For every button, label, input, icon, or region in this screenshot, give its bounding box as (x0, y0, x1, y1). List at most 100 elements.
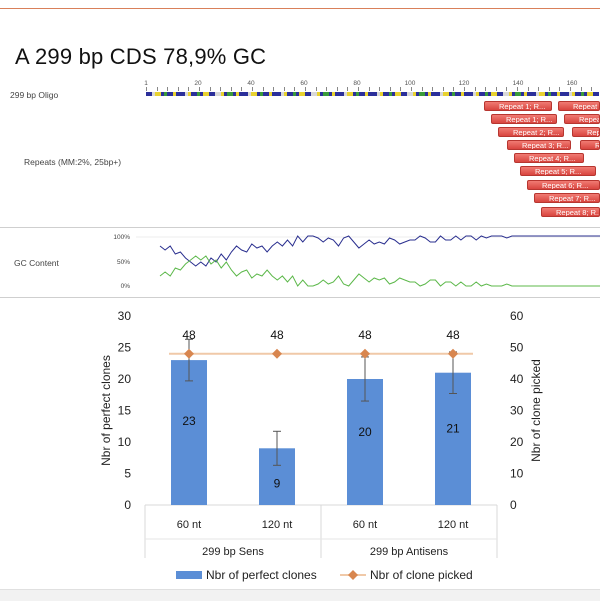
base-cell (293, 92, 296, 96)
base-cell (560, 92, 563, 96)
repeat-feature[interactable]: Repeat 1; R... (491, 114, 557, 124)
ruler-tick (273, 87, 274, 91)
legend-line-marker (348, 570, 358, 580)
base-cell (284, 92, 287, 96)
base-cell (368, 92, 371, 96)
ruler-tick (146, 87, 147, 91)
bar-value-label: 21 (446, 421, 460, 435)
base-cell (542, 92, 545, 96)
line-marker (360, 348, 370, 359)
oligo-sequence-strip[interactable] (146, 92, 600, 96)
ruler-tick (453, 87, 454, 91)
ruler-tick (517, 87, 518, 91)
base-cell (494, 92, 497, 96)
base-cell (167, 92, 170, 96)
base-cell (155, 92, 158, 96)
base-cell (515, 92, 518, 96)
base-cell (500, 92, 503, 96)
repeat-feature[interactable]: Repeat 3; R... (507, 140, 571, 150)
base-cell (275, 92, 278, 96)
ruler-label: 80 (353, 80, 361, 87)
base-cell (290, 92, 293, 96)
ruler-label: 120 (458, 80, 470, 87)
ruler-tick (570, 87, 571, 91)
base-cell (209, 92, 212, 96)
category-label: 60 nt (353, 519, 377, 531)
base-cell (245, 92, 248, 96)
base-cell (197, 92, 200, 96)
bar (171, 360, 207, 505)
base-cell (173, 92, 176, 96)
base-cell (476, 92, 479, 96)
repeat-feature[interactable]: Repeat (564, 114, 600, 124)
base-cell (263, 92, 266, 96)
base-cell (374, 92, 377, 96)
base-cell (365, 92, 368, 96)
base-cell (413, 92, 416, 96)
ruler-tick (220, 87, 221, 91)
base-cell (422, 92, 425, 96)
y2-tick-label: 40 (510, 372, 524, 386)
repeat-feature[interactable]: Repeat 1; R... (484, 101, 552, 111)
base-cell (269, 92, 272, 96)
category-label: 120 nt (262, 519, 293, 531)
repeat-feature[interactable]: Repeat 7; R... (534, 193, 600, 203)
repeat-feature[interactable]: Repeat 4; R... (514, 153, 584, 163)
base-cell (509, 92, 512, 96)
repeat-feature[interactable]: Repeat 8; R... (541, 207, 600, 217)
base-cell (416, 92, 419, 96)
y-tick-label: 25 (118, 341, 132, 355)
base-cell (206, 92, 209, 96)
base-cell (575, 92, 578, 96)
repeat-feature[interactable]: Repeat 6; R... (527, 180, 600, 190)
base-cell (149, 92, 152, 96)
base-cell (437, 92, 440, 96)
base-cell (185, 92, 188, 96)
ruler-tick (506, 87, 507, 91)
ruler-tick (559, 87, 560, 91)
ruler-tick (199, 87, 200, 91)
base-cell (347, 92, 350, 96)
base-cell (308, 92, 311, 96)
base-cell (323, 92, 326, 96)
repeat-feature[interactable]: Repeat (572, 127, 600, 137)
gc-high-series (159, 235, 600, 267)
repeat-feature[interactable]: Repeat 5; R... (520, 166, 596, 176)
ruler-tick (188, 87, 189, 91)
base-cell (389, 92, 392, 96)
base-cell (512, 92, 515, 96)
base-cell (431, 92, 434, 96)
base-cell (299, 92, 302, 96)
y2-tick-label: 0 (510, 498, 517, 512)
base-cell (530, 92, 533, 96)
base-cell (182, 92, 185, 96)
base-cell (257, 92, 260, 96)
base-cell (200, 92, 203, 96)
base-cell (218, 92, 221, 96)
base-cell (449, 92, 452, 96)
base-cell (458, 92, 461, 96)
ruler-tick (316, 87, 317, 91)
repeat-feature[interactable]: Repeat 9; (558, 101, 600, 111)
ruler-tick (178, 87, 179, 91)
base-cell (548, 92, 551, 96)
base-cell (320, 92, 323, 96)
base-cell (557, 92, 560, 96)
ruler-tick (400, 87, 401, 91)
oligo-track-label: 299 bp Oligo (10, 90, 59, 100)
base-cell (524, 92, 527, 96)
repeat-feature[interactable]: Repe (580, 140, 600, 150)
y-tick-label: 0 (124, 498, 131, 512)
ruler-tick (337, 87, 338, 91)
group-label: 299 bp Sens (202, 546, 264, 558)
base-cell (587, 92, 590, 96)
base-cell (380, 92, 383, 96)
line-value-label: 48 (270, 328, 284, 342)
base-cell (326, 92, 329, 96)
bar-value-label: 9 (274, 476, 281, 490)
base-cell (338, 92, 341, 96)
repeat-feature[interactable]: Repeat 2; R... (498, 127, 564, 137)
base-cell (455, 92, 458, 96)
base-cell (329, 92, 332, 96)
base-cell (584, 92, 587, 96)
